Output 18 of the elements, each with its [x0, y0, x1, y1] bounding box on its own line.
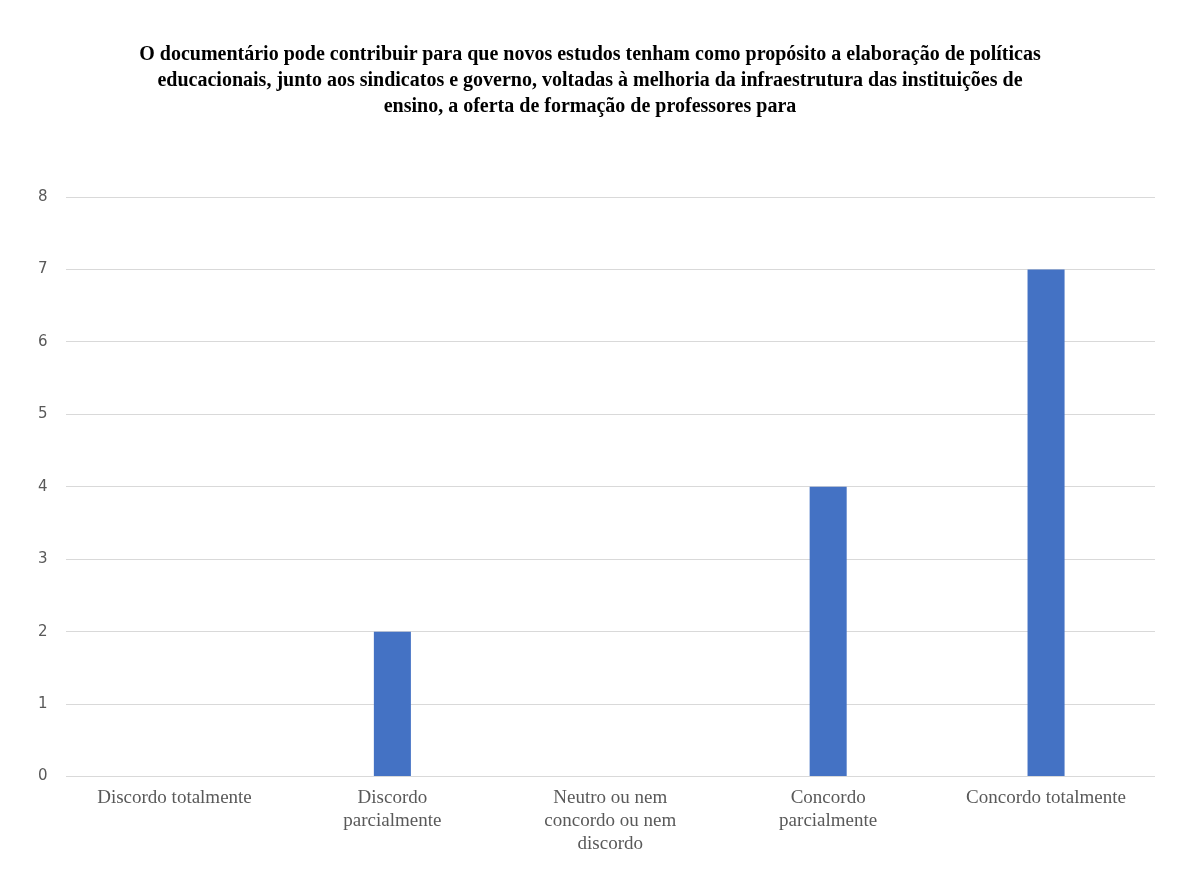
y-tick-label: 1 [38, 694, 48, 713]
x-tick-label: Concordo parcialmente [779, 785, 878, 830]
y-tick-label: 7 [38, 259, 48, 278]
y-tick-label: 5 [38, 404, 48, 423]
y-tick-label: 0 [38, 766, 48, 785]
x-tick-label: Concordo totalmente [966, 785, 1126, 807]
x-tick-label: Discordo parcialmente [343, 785, 442, 830]
y-tick-label: 3 [38, 549, 48, 568]
bar [1027, 269, 1065, 777]
x-tick-label: Discordo totalmente [97, 785, 252, 807]
y-tick-label: 2 [38, 621, 48, 640]
chart-title: O documentário pode contribuir para que novos estudos tenham como propósito a elaboração de políticas educacionais, junto aos sindicatos e governo, voltadas à melhoria da infraestrutura das instituições de ensino, a oferta de formação de professores para [138, 41, 1042, 118]
x-tick-label: Neutro ou nem concordo ou nem discordo [544, 785, 677, 853]
bar [373, 631, 411, 777]
y-tick-label: 8 [38, 186, 48, 205]
y-tick-label: 4 [38, 476, 48, 495]
y-tick-label: 6 [38, 331, 48, 350]
bar [809, 486, 847, 777]
